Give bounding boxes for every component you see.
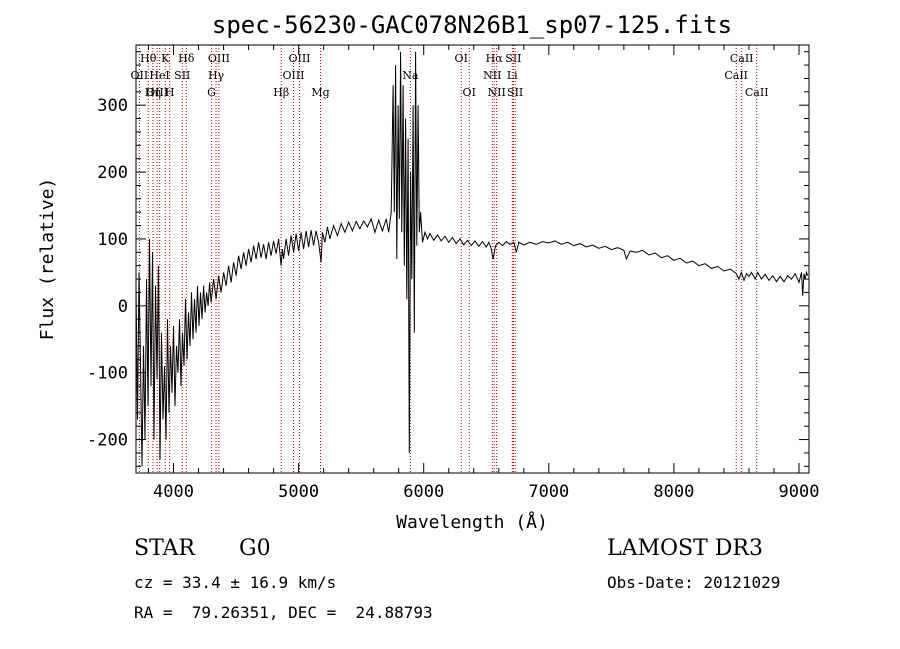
marker-label-1: OII <box>131 69 149 82</box>
marker-label-19: Hα <box>486 52 504 65</box>
marker-label-12: OIII <box>288 52 310 65</box>
marker-label-11: G <box>207 86 216 99</box>
marker-label-15: Mg <box>311 86 329 99</box>
marker-label-26: CaII <box>724 69 748 82</box>
marker-label-8: H <box>165 86 175 99</box>
x-tick-label: 4000 <box>153 482 194 502</box>
marker-label-25: CaII <box>730 52 754 65</box>
marker-label-24: SII <box>507 86 523 99</box>
x-axis-label: Wavelength (Å) <box>396 511 548 533</box>
object-class: STAR G0 <box>134 536 271 561</box>
marker-label-21: NII <box>487 86 505 99</box>
marker-label-10: Hγ <box>208 69 225 82</box>
marker-label-27: CaII <box>745 86 769 99</box>
marker-label-2: OIII <box>146 86 168 99</box>
x-tick-label: 5000 <box>278 482 319 502</box>
marker-label-20: NII <box>483 69 501 82</box>
class-label: STAR <box>134 536 195 561</box>
x-tick-label: 6000 <box>403 482 444 502</box>
y-tick-label: -200 <box>87 431 128 451</box>
marker-label-23: Li <box>507 69 518 82</box>
survey-label: LAMOST DR3 <box>607 536 763 561</box>
marker-label-3: K <box>161 52 170 65</box>
marker-label-5: Hη <box>145 86 161 99</box>
spectrum-line <box>135 51 809 467</box>
marker-label-18: OI <box>463 86 476 99</box>
y-tick-label: -100 <box>87 364 128 384</box>
marker-label-22: SII <box>505 52 521 65</box>
x-tick-label: 7000 <box>528 482 569 502</box>
x-tick-label: 8000 <box>653 482 694 502</box>
y-axis-label: Flux (relative) <box>37 178 58 341</box>
coords-label: RA = 79.26351, DEC = 24.88793 <box>134 603 433 622</box>
marker-label-13: OIII <box>282 69 304 82</box>
marker-label-17: OI <box>455 52 468 65</box>
obs-date-label: Obs-Date: 20121029 <box>607 573 781 592</box>
y-tick-label: 100 <box>97 230 128 250</box>
chart-title: spec-56230-GAC078N26B1_sp07-125.fits <box>212 11 732 39</box>
subclass-label: G0 <box>239 536 271 561</box>
marker-label-6: Hδ <box>178 52 195 65</box>
marker-label-14: Hβ <box>273 86 289 99</box>
marker-label-0: Hθ <box>140 52 157 65</box>
marker-label-7: SII <box>174 69 190 82</box>
plot-frame <box>135 44 810 474</box>
y-tick-label: 200 <box>97 163 128 183</box>
marker-label-4: HeI <box>149 69 169 82</box>
y-tick-label: 0 <box>118 297 128 317</box>
x-tick-label: 9000 <box>779 482 820 502</box>
marker-label-9: OIII <box>208 52 230 65</box>
axis-ticks: 4000 5000 6000 7000 8000 9000 -200 -100 0 100 200 3… <box>87 45 819 502</box>
redshift-label: cz = 33.4 ± 16.9 km/s <box>134 573 337 592</box>
y-tick-label: 300 <box>97 96 128 116</box>
marker-label-16: Na <box>402 69 419 82</box>
